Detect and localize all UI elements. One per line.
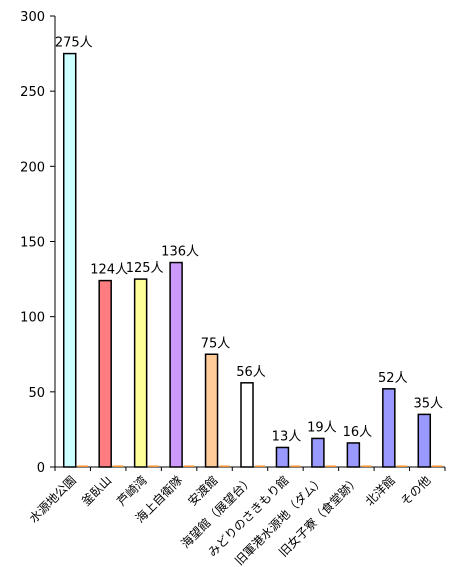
data-label: 136人 [161, 245, 199, 260]
category-label: 釜臥山 [78, 473, 114, 509]
chart-axes: 0 50 100 150 200 250 300 [20, 10, 446, 476]
bar [204, 353, 219, 468]
bar [133, 278, 148, 468]
bar [240, 382, 254, 468]
data-label: 13人 [272, 429, 302, 444]
y-tick-label: 200 [20, 160, 45, 175]
data-label: 35人 [413, 396, 443, 411]
y-tick-label: 300 [20, 10, 45, 25]
bar [62, 52, 77, 468]
category-label: 北洋館 [362, 473, 398, 509]
data-label: 19人 [307, 420, 337, 435]
y-tick-label: 250 [20, 85, 45, 100]
data-label: 56人 [236, 365, 266, 380]
chart-labels: 275人水源地公園124人釜臥山125人芦崎湾136人海上自衛隊75人安渡館56… [27, 36, 444, 567]
category-label: その他 [398, 473, 433, 508]
y-tick-label: 0 [37, 461, 45, 476]
bar [382, 388, 396, 468]
data-label: 16人 [343, 425, 373, 440]
bar [417, 413, 432, 468]
y-tick-label: 50 [28, 386, 45, 401]
y-tick-label: 150 [20, 236, 45, 251]
category-label: 水源地公園 [27, 473, 79, 525]
data-label: 275人 [55, 36, 93, 51]
data-label: 124人 [90, 263, 128, 278]
y-tick-label: 100 [20, 311, 45, 326]
bar [169, 261, 183, 468]
bar [275, 446, 290, 468]
data-label: 125人 [126, 261, 164, 276]
bar [311, 437, 325, 468]
bar [98, 279, 112, 468]
data-label: 52人 [378, 371, 408, 386]
chart-bars [62, 52, 443, 468]
bar [346, 442, 361, 468]
data-label: 75人 [201, 336, 231, 351]
